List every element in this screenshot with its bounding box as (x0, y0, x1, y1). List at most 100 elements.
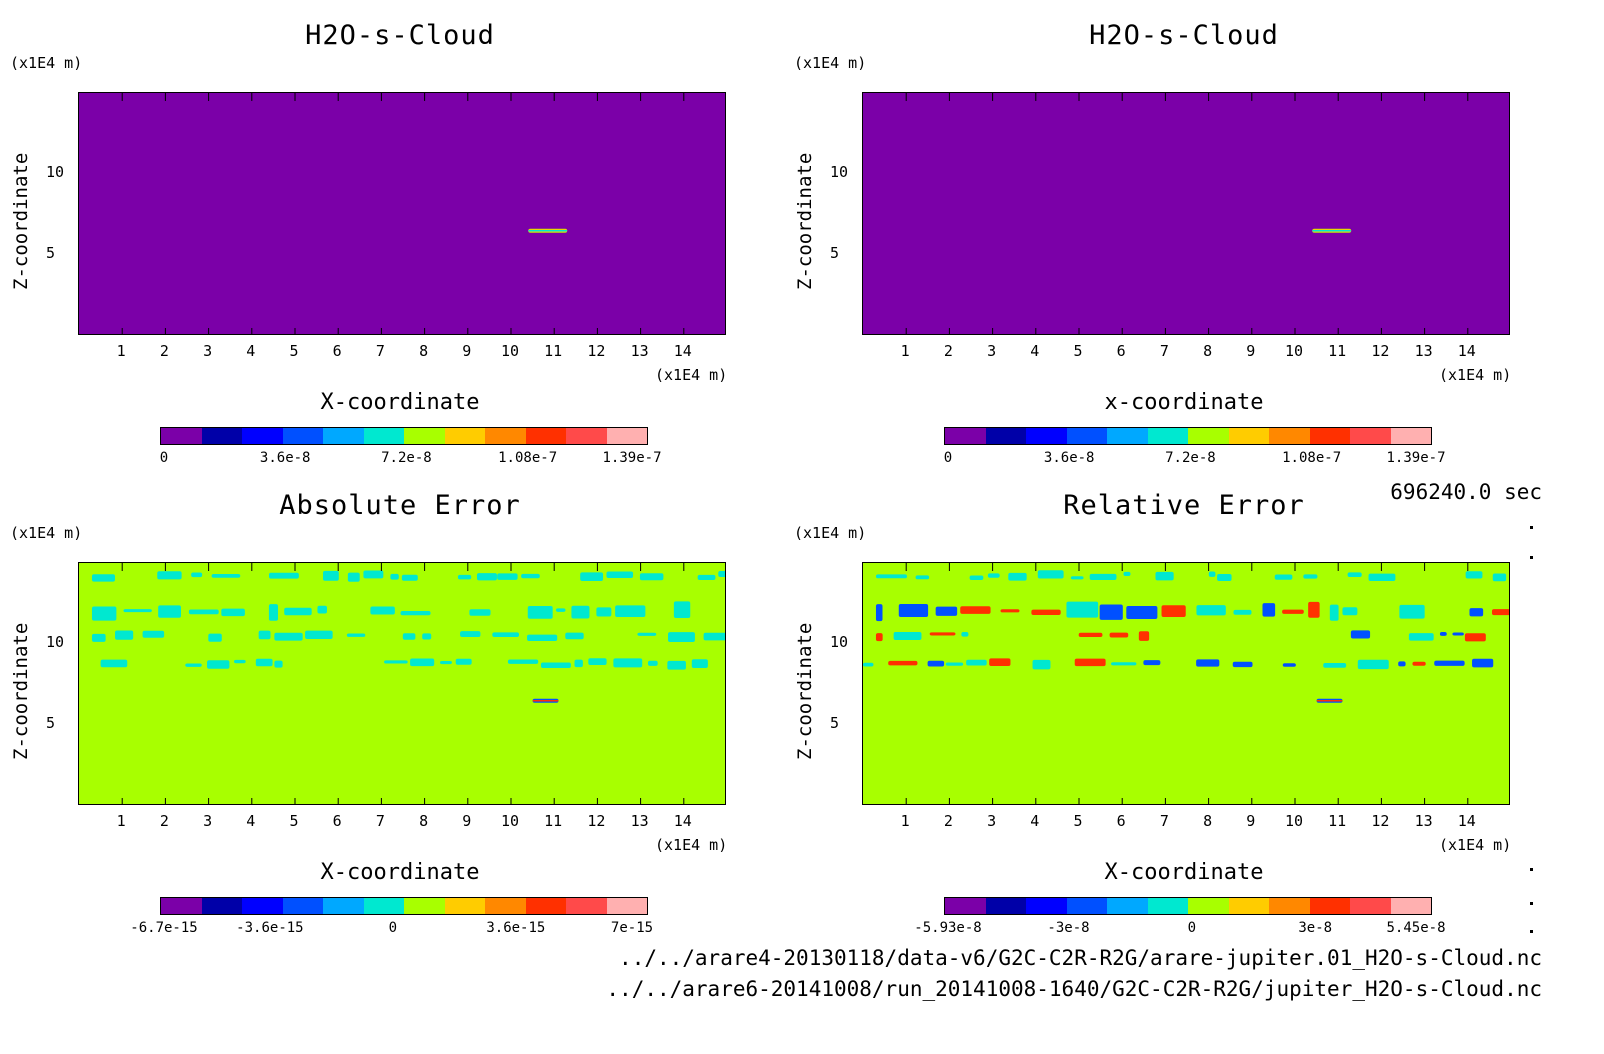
file-path-2: ../../arare6-20141008/run_20141008-1640/… (606, 977, 1542, 1001)
colorbar-segment (945, 898, 986, 914)
x-tick-label: 3 (987, 812, 997, 830)
x-axis-label: X-coordinate (320, 390, 480, 415)
colorbar-segment (161, 428, 202, 444)
colorbar-segment (1228, 898, 1269, 914)
x-tick-label: 1 (116, 812, 126, 830)
colorbar-segment (525, 898, 566, 914)
colorbar-segment (985, 898, 1026, 914)
y-axis-label: Z-coordinate (794, 622, 816, 760)
colorbar-segment (1309, 428, 1350, 444)
x-tick-label: 7 (1159, 342, 1169, 360)
x-unit-label: (x1E4 m) (1439, 366, 1512, 384)
colorbar-tick-label: 7.2e-8 (381, 450, 432, 466)
x-tick-label: 7 (1159, 812, 1169, 830)
colorbar-tick-label: 3e-8 (1298, 920, 1333, 936)
feature-band (91, 570, 725, 582)
x-tick-label: 14 (673, 812, 692, 830)
x-tick-label: 10 (1284, 812, 1304, 830)
chart-title: H2O-s-Cloud (1089, 20, 1279, 51)
x-tick-label: 6 (1116, 812, 1126, 830)
colorbar-segment (1147, 428, 1188, 444)
plot-area (78, 92, 726, 335)
colorbar-tick-label: 0 (388, 920, 398, 936)
colorbar-segment (1066, 898, 1107, 914)
colorbar-tick-label: 0 (943, 450, 953, 466)
x-tick-label: 4 (246, 342, 256, 360)
x-tick-label: 1 (900, 812, 910, 830)
colorbar-segment (201, 898, 242, 914)
colorbar-tick-label: 0 (1187, 920, 1197, 936)
x-tick-label: 12 (587, 342, 606, 360)
x-tick-label: 14 (1457, 342, 1476, 360)
colorbar (944, 427, 1432, 445)
file-path-1: ../../arare4-20130118/data-v6/G2C-C2R-R2… (619, 946, 1542, 970)
y-tick-label: 5 (46, 244, 56, 262)
x-tick-label: 9 (1246, 342, 1256, 360)
colorbar-segment (444, 898, 485, 914)
x-tick-label: 7 (375, 812, 385, 830)
x-tick-label: 5 (289, 342, 299, 360)
colorbar-segment (525, 428, 566, 444)
feature-streak (528, 228, 568, 233)
x-tick-label: 8 (1203, 812, 1213, 830)
y-tick-label: 10 (830, 633, 849, 651)
x-tick-label: 11 (544, 342, 563, 360)
time-label: 696240.0 sec (1390, 480, 1542, 504)
colorbar-segment (566, 898, 607, 914)
x-tick-label: 5 (1073, 342, 1083, 360)
colorbar-segment (485, 898, 526, 914)
x-tick-label: 4 (246, 812, 256, 830)
heatmap-background (863, 563, 1509, 804)
colorbar-segment (985, 428, 1026, 444)
x-tick-label: 13 (1414, 812, 1433, 830)
x-tick-label: 13 (630, 812, 649, 830)
x-tick-label: 8 (1203, 342, 1213, 360)
x-unit-label: (x1E4 m) (655, 366, 728, 384)
marker-dot (1530, 868, 1533, 871)
x-tick-label: 6 (332, 342, 342, 360)
x-tick-label: 12 (1371, 342, 1390, 360)
x-tick-label: 5 (1073, 812, 1083, 830)
chart-title: Absolute Error (279, 490, 521, 521)
y-axis-label: Z-coordinate (10, 622, 32, 760)
colorbar-tick-label: -3.6e-15 (236, 920, 304, 936)
colorbar-segment (566, 428, 607, 444)
x-tick-label: 1 (116, 342, 126, 360)
colorbar-tick-label: 3.6e-8 (1043, 450, 1095, 466)
colorbar-tick-label: -3e-8 (1047, 920, 1090, 936)
x-tick-label: 2 (943, 812, 953, 830)
colorbar-segment (404, 898, 445, 914)
colorbar-tick-label: 5.45e-8 (1386, 920, 1446, 936)
chart-title: Relative Error (1063, 490, 1305, 521)
x-tick-label: 7 (375, 342, 385, 360)
colorbar-tick-label: 3.6e-15 (486, 920, 546, 936)
colorbar-tick-label: 7e-15 (610, 920, 654, 936)
y-axis-label: Z-coordinate (10, 152, 32, 290)
x-tick-label: 9 (462, 812, 472, 830)
colorbar-segment (945, 428, 986, 444)
panel-rel-error: Relative Error (x1E4 m) Z-coordinate 1 2 3… (784, 470, 1564, 940)
y-unit-label: (x1E4 m) (10, 524, 83, 542)
colorbar-segment (282, 428, 323, 444)
colorbar-segment (1026, 898, 1067, 914)
x-unit-label: (x1E4 m) (1439, 836, 1512, 854)
x-tick-label: 12 (587, 812, 606, 830)
x-tick-label: 11 (1328, 812, 1347, 830)
feature-band (875, 630, 1486, 642)
y-tick-label: 10 (46, 633, 65, 651)
colorbar-segment (1188, 898, 1229, 914)
x-tick-label: 14 (1457, 812, 1476, 830)
colorbar-segment (1350, 428, 1391, 444)
y-axis-label: Z-coordinate (794, 152, 816, 290)
feature-band (91, 601, 691, 621)
y-unit-label: (x1E4 m) (10, 54, 83, 72)
x-tick-label: 3 (203, 342, 213, 360)
x-tick-label: 11 (1328, 342, 1347, 360)
feature-band (863, 658, 1494, 670)
feature-band (875, 601, 1509, 622)
colorbar-tick-label: 0 (159, 450, 169, 466)
colorbar-tick-label: 1.39e-7 (602, 450, 662, 466)
